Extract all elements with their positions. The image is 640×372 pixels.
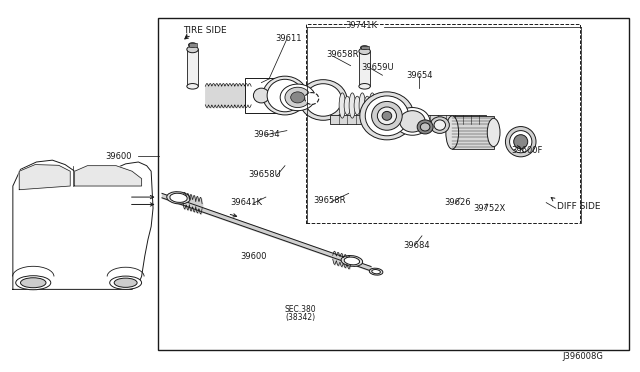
Ellipse shape — [446, 116, 459, 149]
Ellipse shape — [369, 93, 376, 118]
Ellipse shape — [487, 118, 500, 147]
Text: 39752X: 39752X — [473, 203, 505, 213]
Ellipse shape — [395, 108, 430, 135]
Ellipse shape — [344, 96, 351, 115]
Text: 39659U: 39659U — [362, 63, 394, 72]
Text: 39626: 39626 — [444, 198, 471, 207]
Text: (38342): (38342) — [285, 313, 315, 322]
Ellipse shape — [506, 126, 536, 157]
Text: 39634: 39634 — [253, 130, 280, 139]
Ellipse shape — [20, 278, 46, 288]
Ellipse shape — [305, 84, 342, 116]
Text: 39611: 39611 — [275, 34, 302, 43]
Ellipse shape — [360, 92, 414, 140]
Ellipse shape — [189, 43, 196, 47]
Ellipse shape — [360, 46, 369, 49]
Text: 39600: 39600 — [241, 251, 267, 261]
Ellipse shape — [267, 79, 303, 112]
Ellipse shape — [378, 107, 396, 125]
Polygon shape — [13, 160, 153, 289]
Polygon shape — [75, 166, 141, 186]
Ellipse shape — [434, 120, 445, 130]
Ellipse shape — [359, 84, 371, 89]
Ellipse shape — [349, 93, 355, 118]
Bar — [189, 44, 196, 47]
Ellipse shape — [359, 48, 371, 55]
Ellipse shape — [514, 135, 528, 149]
Bar — [157, 18, 629, 350]
Text: 39600: 39600 — [105, 152, 132, 161]
Ellipse shape — [262, 76, 307, 115]
Text: DIFF SIDE: DIFF SIDE — [557, 202, 600, 211]
Ellipse shape — [285, 87, 310, 108]
Ellipse shape — [399, 111, 425, 132]
Text: 39658U: 39658U — [248, 170, 282, 179]
Bar — [187, 49, 198, 86]
Bar — [360, 46, 369, 49]
Ellipse shape — [339, 93, 346, 118]
Ellipse shape — [253, 88, 269, 103]
Text: 39684: 39684 — [403, 241, 429, 250]
Ellipse shape — [109, 276, 141, 289]
Ellipse shape — [280, 84, 316, 111]
Bar — [452, 116, 493, 149]
Ellipse shape — [344, 257, 360, 265]
Text: 39641K: 39641K — [231, 198, 263, 207]
Ellipse shape — [187, 84, 198, 89]
Ellipse shape — [16, 276, 51, 290]
Ellipse shape — [364, 96, 371, 115]
Ellipse shape — [359, 93, 365, 118]
Ellipse shape — [365, 96, 408, 136]
Ellipse shape — [509, 131, 532, 153]
Ellipse shape — [372, 270, 380, 274]
Ellipse shape — [291, 92, 305, 103]
Text: J396008G: J396008G — [562, 352, 603, 361]
Bar — [330, 115, 486, 124]
Text: 39600F: 39600F — [511, 147, 543, 155]
Polygon shape — [19, 164, 70, 190]
Ellipse shape — [372, 102, 402, 130]
Ellipse shape — [114, 278, 137, 287]
Text: SEC.380: SEC.380 — [285, 305, 317, 314]
Ellipse shape — [417, 120, 433, 134]
Ellipse shape — [170, 193, 188, 202]
Bar — [246, 78, 277, 113]
Ellipse shape — [420, 123, 430, 131]
Ellipse shape — [305, 93, 319, 105]
Ellipse shape — [382, 112, 392, 120]
Bar — [359, 51, 371, 86]
Ellipse shape — [300, 80, 347, 120]
Ellipse shape — [354, 96, 360, 115]
Bar — [306, 23, 580, 223]
Text: 39741K: 39741K — [346, 21, 378, 30]
Text: 39654: 39654 — [406, 71, 433, 80]
Ellipse shape — [430, 117, 449, 134]
Ellipse shape — [167, 192, 190, 204]
Text: 39658R: 39658R — [314, 196, 346, 205]
Text: 39658R: 39658R — [326, 51, 359, 60]
Text: TIRE SIDE: TIRE SIDE — [183, 26, 227, 35]
Ellipse shape — [369, 268, 383, 275]
Ellipse shape — [341, 256, 363, 266]
Ellipse shape — [187, 46, 198, 53]
